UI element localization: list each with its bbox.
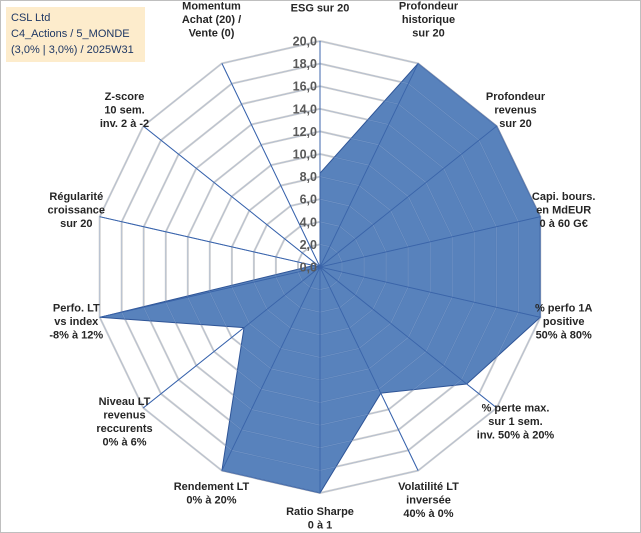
tick-label-8: 16,0 bbox=[293, 80, 317, 94]
category-label-line: Capi. bours. bbox=[532, 191, 596, 203]
category-label-4: % perfo 1A positive 50% à 80% bbox=[535, 302, 593, 341]
tick-label-0: 0,0 bbox=[300, 261, 317, 275]
company-name: CSL Ltd bbox=[11, 12, 51, 24]
category-label-9: Niveau LT revenus reccurents 0% à 6% bbox=[96, 396, 152, 449]
category-label-line: reccurents bbox=[96, 423, 152, 435]
category-label-line: historique bbox=[402, 14, 455, 26]
category-label-line: 0% à 6% bbox=[102, 436, 146, 448]
category-label-line: positive bbox=[543, 316, 585, 328]
category-label-5: % perte max. sur 1 sem. inv. 50% à 20% bbox=[477, 403, 555, 442]
spoke-overlay-4 bbox=[319, 266, 541, 318]
spoke-overlay-6 bbox=[319, 266, 419, 471]
tick-label-5: 10,0 bbox=[293, 148, 317, 162]
spoke-overlay-5 bbox=[319, 266, 497, 409]
category-label-line: Note bbox=[308, 0, 332, 1]
category-label-13: Momentum Achat (20) / Vente (0) bbox=[182, 0, 241, 39]
category-label-2: Profondeur revenus sur 20 bbox=[486, 91, 546, 130]
category-label-line: ESG sur 20 bbox=[291, 3, 350, 15]
tick-label-9: 18,0 bbox=[293, 57, 317, 71]
spoke-overlay-1 bbox=[319, 63, 419, 268]
tick-label-3: 6,0 bbox=[300, 193, 317, 207]
category-label-line: Z-score bbox=[105, 91, 145, 103]
category-label-line: sur 20 bbox=[499, 118, 531, 130]
category-label-line: Niveau LT bbox=[99, 396, 151, 408]
spoke-overlay-12 bbox=[143, 125, 321, 268]
spoke-overlay-9 bbox=[143, 266, 321, 409]
tick-label-4: 8,0 bbox=[300, 170, 317, 184]
category-label-12: Z-score 10 sem. inv. 2 à -2 bbox=[100, 91, 149, 130]
category-label-line: revenus bbox=[103, 409, 145, 421]
category-label-line: inv. 2 à -2 bbox=[100, 118, 149, 130]
spoke-overlay-13 bbox=[221, 63, 321, 268]
category-label-line: inversée bbox=[406, 495, 451, 507]
category-label-line: Profondeur bbox=[486, 91, 546, 103]
category-label-line: % perte max. bbox=[482, 403, 550, 415]
category-label-line: Volatilité LT bbox=[398, 481, 459, 493]
category-label-line: Rendement LT bbox=[174, 481, 250, 493]
category-label-line: Régularité bbox=[49, 191, 103, 203]
category-label-line: 0% à 20% bbox=[186, 495, 236, 507]
header-box: CSL Ltd C4_Actions / 5_MONDE (3,0% | 3,0… bbox=[6, 7, 145, 62]
category-label-line: sur 1 sem. bbox=[488, 416, 542, 428]
category-label-line: % perfo 1A bbox=[535, 302, 593, 314]
spoke-overlay-3 bbox=[319, 216, 541, 268]
spoke-overlay-8 bbox=[221, 266, 321, 471]
category-label-6: Volatilité LT inversée 40% à 0% bbox=[398, 481, 459, 520]
portfolio-label: C4_Actions / 5_MONDE bbox=[11, 28, 130, 40]
tick-label-7: 14,0 bbox=[293, 102, 317, 116]
category-label-10: Perfo. LT vs index -8% à 12% bbox=[49, 302, 103, 341]
category-label-line: Profondeur bbox=[399, 0, 459, 12]
category-label-11: Régularité croissance sur 20 bbox=[48, 191, 105, 230]
category-label-8: Rendement LT 0% à 20% bbox=[174, 481, 250, 507]
category-label-3: Capi. bours. en MdEUR 0 à 60 G€ bbox=[532, 191, 596, 230]
period-label: (3,0% | 3,0%) / 2025W31 bbox=[11, 44, 134, 56]
category-label-line: Vente (0) bbox=[189, 27, 235, 39]
tick-label-10: 20,0 bbox=[293, 35, 317, 49]
spoke-overlay-11 bbox=[99, 216, 321, 268]
spoke-overlay-2 bbox=[319, 125, 497, 268]
category-label-line: 0 à 1 bbox=[308, 520, 332, 532]
category-label-line: 10 sem. bbox=[104, 104, 144, 116]
category-label-line: croissance bbox=[48, 205, 105, 217]
category-label-line: Ratio Sharpe bbox=[286, 506, 354, 518]
category-label-line: 50% à 80% bbox=[536, 329, 592, 341]
category-label-line: 40% à 0% bbox=[403, 508, 453, 520]
category-label-1: Profondeur historique sur 20 bbox=[399, 0, 459, 39]
category-label-7: Ratio Sharpe 0 à 1 bbox=[286, 506, 354, 532]
tick-label-2: 4,0 bbox=[300, 215, 317, 229]
category-label-line: Achat (20) / bbox=[182, 14, 241, 26]
category-label-0: Note ESG sur 20 bbox=[291, 0, 350, 15]
category-label-line: Perfo. LT bbox=[53, 302, 100, 314]
category-label-line: 0 à 60 G€ bbox=[540, 218, 588, 230]
category-label-line: revenus bbox=[494, 104, 536, 116]
category-label-line: vs index bbox=[54, 316, 99, 328]
category-label-line: inv. 50% à 20% bbox=[477, 430, 555, 442]
category-label-line: -8% à 12% bbox=[49, 329, 103, 341]
category-label-line: Momentum bbox=[182, 0, 241, 12]
tick-label-1: 2,0 bbox=[300, 238, 317, 252]
category-label-line: sur 20 bbox=[60, 218, 92, 230]
spoke-overlay-10 bbox=[99, 266, 321, 318]
category-label-line: sur 20 bbox=[412, 27, 444, 39]
tick-label-6: 12,0 bbox=[293, 125, 317, 139]
category-label-line: en MdEUR bbox=[536, 205, 591, 217]
